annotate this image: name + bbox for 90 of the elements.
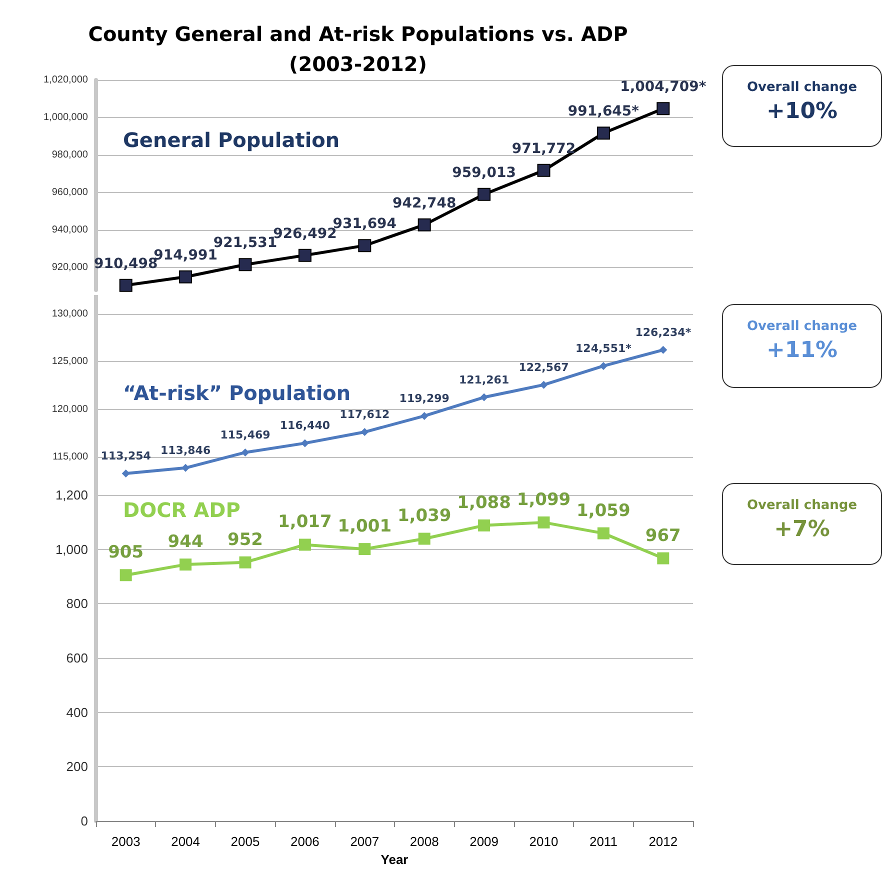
data-label: 122,567 [518,360,569,374]
point [122,470,130,478]
y-tick-label: 200 [66,759,88,774]
y-tick-label: 130,000 [52,308,88,320]
data-label: 1,059 [576,500,630,521]
point [300,439,309,448]
point [241,448,250,456]
x-tick-label: 2010 [529,834,558,849]
data-label: 121,261 [458,373,510,386]
x-tick-label: 2003 [111,834,140,849]
y-tick-label: 600 [66,650,88,666]
data-label: 113,846 [160,444,211,457]
y-tick-label: 115,000 [52,451,88,462]
y-tick-label: 120,000 [52,404,88,415]
point [537,164,550,177]
data-label: 967 [645,526,681,546]
point [597,527,610,540]
data-label: 959,013 [452,164,516,181]
point [480,393,488,402]
data-label: 1,099 [516,490,571,510]
data-label: 1,001 [338,516,392,537]
point [180,558,192,571]
data-label: 116,440 [280,419,330,432]
y-tick-label: 980,000 [52,150,88,160]
point [418,218,431,232]
point [358,543,371,556]
point [657,552,670,564]
point [360,428,369,436]
data-label: 1,017 [278,512,332,532]
x-tick-label: 2009 [470,834,499,849]
data-label: 991,645* [568,104,640,120]
point [298,248,312,262]
point [298,538,311,551]
point [179,270,192,284]
x-tick-label: 2011 [589,834,618,849]
data-label: 119,299 [399,392,450,405]
x-tick-label: 2008 [410,834,439,849]
y-tick-label: 1,020,000 [44,74,88,86]
y-tick-label: 1,000,000 [44,112,88,123]
data-label: 115,469 [220,428,270,442]
data-label: 1,004,709* [620,79,707,96]
point [540,380,548,389]
y-tick-label: 1,200 [55,488,88,502]
point [656,102,670,116]
y-tick-label: 800 [66,596,88,612]
x-tick-label: 2004 [171,834,200,849]
point [120,569,132,582]
x-axis-title: Year [380,852,408,867]
chart-title: County General and At-risk Populations vs. ADP (2003-2012) [88,22,628,76]
point [239,556,252,568]
x-tick-label: 2006 [290,834,320,849]
point [538,516,550,528]
point [238,258,252,272]
point [596,126,610,140]
point [182,464,190,472]
y-tick-label: 960,000 [52,187,88,198]
callout-box: Overall change +10% [722,65,882,147]
point [420,412,428,420]
y-tick-label: 125,000 [52,356,88,368]
data-label: 113,254 [100,450,152,463]
data-label: 1,088 [457,492,511,513]
point [358,239,372,252]
y-tick-label: 400 [66,704,88,720]
data-label: 905 [108,542,144,563]
series-label: “At-risk” Population [123,381,351,405]
point [478,519,490,532]
x-tick-label: 2005 [230,834,260,849]
x-tick-label: 2012 [648,834,678,849]
point [599,362,608,370]
series-label: DOCR ADP [123,498,240,522]
data-label: 944 [168,532,204,552]
data-label: 942,748 [392,195,456,212]
point [478,188,491,201]
data-label: 952 [228,530,263,550]
callout-box: Overall change +7% [722,483,882,565]
y-tick-label: 0 [80,814,88,828]
y-tick-label: 1,000 [55,542,88,557]
y-tick-label: 920,000 [52,262,88,273]
point [119,278,132,292]
data-label: 971,772 [512,140,576,157]
x-tick-label: 2007 [350,834,380,849]
y-tick-label: 940,000 [52,224,88,236]
point [659,346,668,354]
point [418,532,430,545]
data-label: 1,039 [397,506,452,526]
data-label: 124,551* [576,342,632,355]
text: General Population [123,128,340,152]
data-label: 117,612 [340,408,390,422]
callout-box: Overall change +11% [722,304,882,388]
data-label: 126,234* [635,326,692,339]
